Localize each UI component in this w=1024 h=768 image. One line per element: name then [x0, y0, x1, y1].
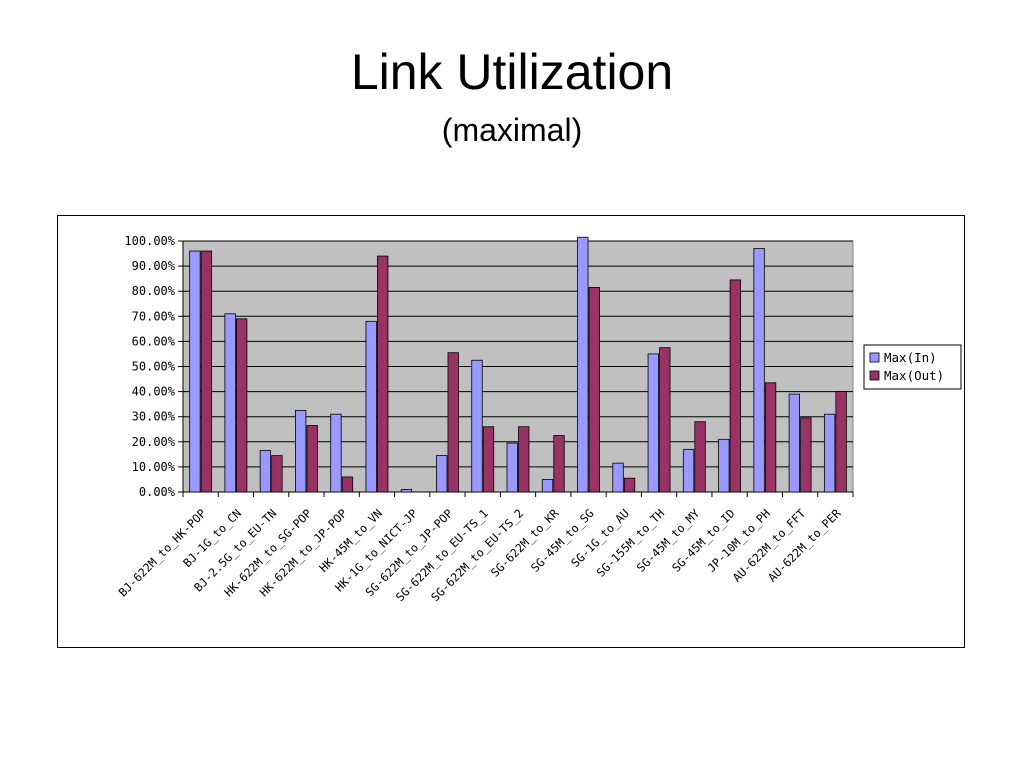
legend	[863, 344, 962, 390]
bar	[377, 255, 389, 493]
bar	[623, 477, 636, 493]
bar	[306, 425, 318, 493]
bar	[718, 438, 730, 493]
bar	[330, 413, 342, 493]
bar	[482, 426, 495, 493]
bar	[823, 413, 836, 493]
bar	[753, 248, 765, 493]
bar	[447, 352, 459, 493]
y-tick-label: 0.00%	[139, 485, 176, 499]
bar	[365, 320, 377, 493]
bar	[518, 426, 530, 493]
bar	[224, 313, 236, 493]
chart-frame: 100.00% 90.00% 80.00% 70.00% 60.00% 50.00% 40.…	[57, 215, 965, 648]
bar	[682, 448, 695, 493]
bar	[764, 382, 777, 493]
y-tick-label: 70.00%	[132, 309, 176, 323]
y-tick-label: 90.00%	[132, 259, 176, 273]
bar	[694, 421, 706, 493]
bar	[835, 391, 847, 493]
y-tick-label: 20.00%	[132, 435, 176, 449]
bar	[271, 455, 283, 493]
slide-subtitle: (maximal)	[441, 112, 583, 148]
bar	[235, 318, 248, 493]
bar	[400, 489, 413, 493]
bar	[259, 450, 272, 493]
bar	[471, 359, 483, 493]
bar	[800, 417, 812, 493]
bar	[541, 479, 554, 493]
bar	[341, 476, 354, 493]
y-tick-label: 80.00%	[132, 284, 176, 298]
bar-chart: 100.00% 90.00% 80.00% 70.00% 60.00% 50.00% 40.…	[116, 234, 962, 604]
legend-swatch	[869, 370, 880, 381]
y-tick-label: 50.00%	[132, 360, 176, 374]
legend-label: Max(In)	[884, 350, 937, 365]
y-tick-label: 40.00%	[132, 385, 176, 399]
y-tick-label: 60.00%	[132, 334, 176, 348]
bar	[588, 287, 600, 493]
bar	[189, 250, 201, 493]
bar	[506, 442, 518, 493]
y-tick-label: 10.00%	[132, 460, 176, 474]
bar	[729, 279, 741, 493]
bar	[436, 455, 448, 493]
y-tick-label: 30.00%	[132, 410, 176, 424]
bar	[647, 353, 659, 493]
legend-label: Max(Out)	[884, 368, 944, 383]
bar	[788, 393, 801, 493]
bar	[295, 410, 307, 493]
bar	[577, 236, 589, 493]
y-tick-label: 100.00%	[124, 234, 175, 248]
legend-swatch	[869, 352, 880, 363]
bar	[612, 462, 624, 493]
bar	[553, 435, 565, 493]
bar	[200, 250, 213, 493]
slide-title: Link Utilization	[350, 44, 674, 100]
bar	[659, 347, 671, 493]
